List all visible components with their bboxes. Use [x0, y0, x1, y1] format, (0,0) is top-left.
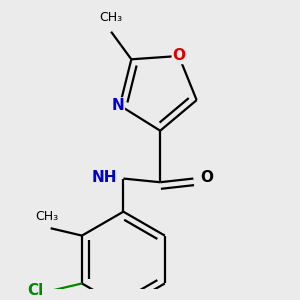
- Text: O: O: [201, 170, 214, 185]
- Text: CH₃: CH₃: [100, 11, 123, 24]
- Text: Cl: Cl: [27, 283, 43, 298]
- Text: N: N: [112, 98, 124, 113]
- Text: O: O: [172, 49, 185, 64]
- Text: CH₃: CH₃: [35, 210, 58, 223]
- Text: NH: NH: [91, 170, 117, 185]
